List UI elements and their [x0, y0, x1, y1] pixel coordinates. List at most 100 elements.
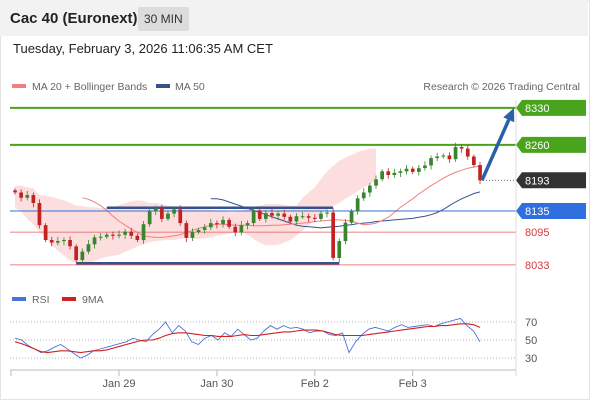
rsi-line	[14, 317, 481, 359]
candle-body	[86, 244, 91, 252]
candle-body	[166, 213, 170, 219]
candle-body	[13, 190, 17, 193]
ma50-legend-label: MA 50	[175, 81, 205, 93]
level-tag-pivot	[516, 202, 586, 219]
x-tick-label: Jan 29	[102, 378, 135, 390]
candle-body	[104, 234, 109, 237]
candle-body	[49, 240, 54, 243]
target-arrow-head	[503, 107, 515, 123]
timeframe-badge[interactable]: 30 MIN	[138, 7, 189, 31]
candle-body	[313, 217, 317, 219]
candle-body	[19, 192, 23, 198]
candle-body	[331, 212, 335, 258]
candle-body	[349, 211, 354, 223]
candle-body	[282, 213, 287, 217]
credit-label: Research © 2026 Trading Central	[423, 81, 580, 93]
level-tag-resistance	[516, 99, 586, 116]
candle-body	[221, 219, 225, 225]
candle-body	[264, 213, 268, 219]
candle-body	[300, 216, 305, 218]
candle-body	[129, 231, 134, 236]
candle-body	[435, 156, 439, 159]
candle-body	[465, 148, 470, 157]
rsi-plot: 70 50 30	[10, 317, 537, 365]
target-arrow-shaft	[480, 119, 511, 182]
candle-body	[343, 222, 348, 242]
candle-body	[374, 179, 378, 186]
candle-body	[25, 195, 30, 198]
candle-body	[429, 158, 433, 166]
candle-body	[117, 234, 121, 236]
level-label-current: 8193	[525, 175, 549, 187]
candle-body	[404, 168, 409, 172]
candle-body	[209, 223, 213, 228]
candle-body	[472, 156, 476, 165]
timestamp: Tuesday, February 3, 2026 11:06:35 AM CE…	[13, 41, 273, 56]
candle-body	[68, 240, 72, 247]
candle-body	[239, 225, 244, 233]
candle-body	[368, 185, 372, 193]
candle-body	[56, 241, 60, 243]
candle-body	[141, 224, 146, 241]
candle-body	[227, 219, 231, 227]
level-tag-resistance	[516, 136, 586, 153]
candle-body	[178, 209, 183, 224]
candle-body	[37, 203, 42, 226]
rsi-level-label: 30	[525, 353, 537, 365]
candle-body	[276, 213, 280, 216]
candle-body	[31, 195, 36, 203]
candle-body	[386, 171, 391, 175]
rsi-ma-legend-label: 9MA	[82, 294, 104, 306]
candle-body	[245, 223, 250, 226]
ma50-legend-swatch	[156, 84, 170, 88]
candle-body	[190, 232, 195, 238]
price-plot: 8330 8260 8193 8135 8095 8033	[10, 99, 586, 272]
candle-body	[184, 223, 189, 238]
candle-body	[306, 216, 311, 218]
candle-body	[459, 147, 464, 149]
candle-body	[153, 208, 158, 211]
candle-body	[270, 213, 274, 216]
candle-body	[80, 251, 85, 261]
candle-body	[123, 231, 127, 235]
candle-body	[423, 165, 427, 169]
rsi-level-label: 50	[525, 335, 537, 347]
candle-body	[398, 171, 403, 173]
candle-body	[361, 192, 366, 199]
ma20-legend-label: MA 20 + Bollinger Bands	[32, 81, 147, 93]
candle-body	[288, 216, 293, 222]
level-label-pivot: 8135	[525, 206, 549, 218]
x-tick-label: Feb 3	[399, 378, 427, 390]
candle-body	[417, 168, 421, 172]
candles	[13, 142, 482, 264]
candle-body	[74, 246, 78, 261]
candle-body	[98, 236, 103, 238]
candle-body	[147, 211, 152, 225]
candle-body	[160, 208, 164, 219]
chart-header: Cac 40 (Euronext) 30 MIN	[0, 0, 588, 36]
rsi-ma-legend-swatch	[62, 297, 76, 301]
level-label-support: 8033	[525, 260, 549, 272]
x-tick-label: Feb 2	[301, 378, 329, 390]
candle-body	[215, 223, 219, 225]
instrument-title: Cac 40 (Euronext)	[10, 10, 138, 27]
candle-body	[43, 225, 48, 240]
candle-body	[251, 210, 256, 224]
candle-body	[135, 235, 140, 240]
level-tag-current	[516, 172, 586, 189]
candle-body	[355, 198, 360, 211]
candle-body	[325, 212, 329, 214]
candle-body	[319, 213, 323, 219]
candle-body	[257, 210, 262, 219]
candle-body	[453, 147, 458, 160]
candle-body	[410, 168, 415, 172]
x-tick-label: Jan 30	[200, 378, 233, 390]
candle-body	[337, 241, 342, 258]
rsi-level-label: 70	[525, 317, 537, 329]
rsi-legend-label: RSI	[32, 294, 50, 306]
candle-body	[294, 216, 299, 222]
rsi-legend-swatch	[12, 297, 26, 301]
level-label-resistance: 8260	[525, 140, 549, 152]
x-axis-ticks: Jan 29 Jan 30 Feb 2 Feb 3	[10, 370, 427, 390]
ma20-line	[82, 165, 481, 238]
